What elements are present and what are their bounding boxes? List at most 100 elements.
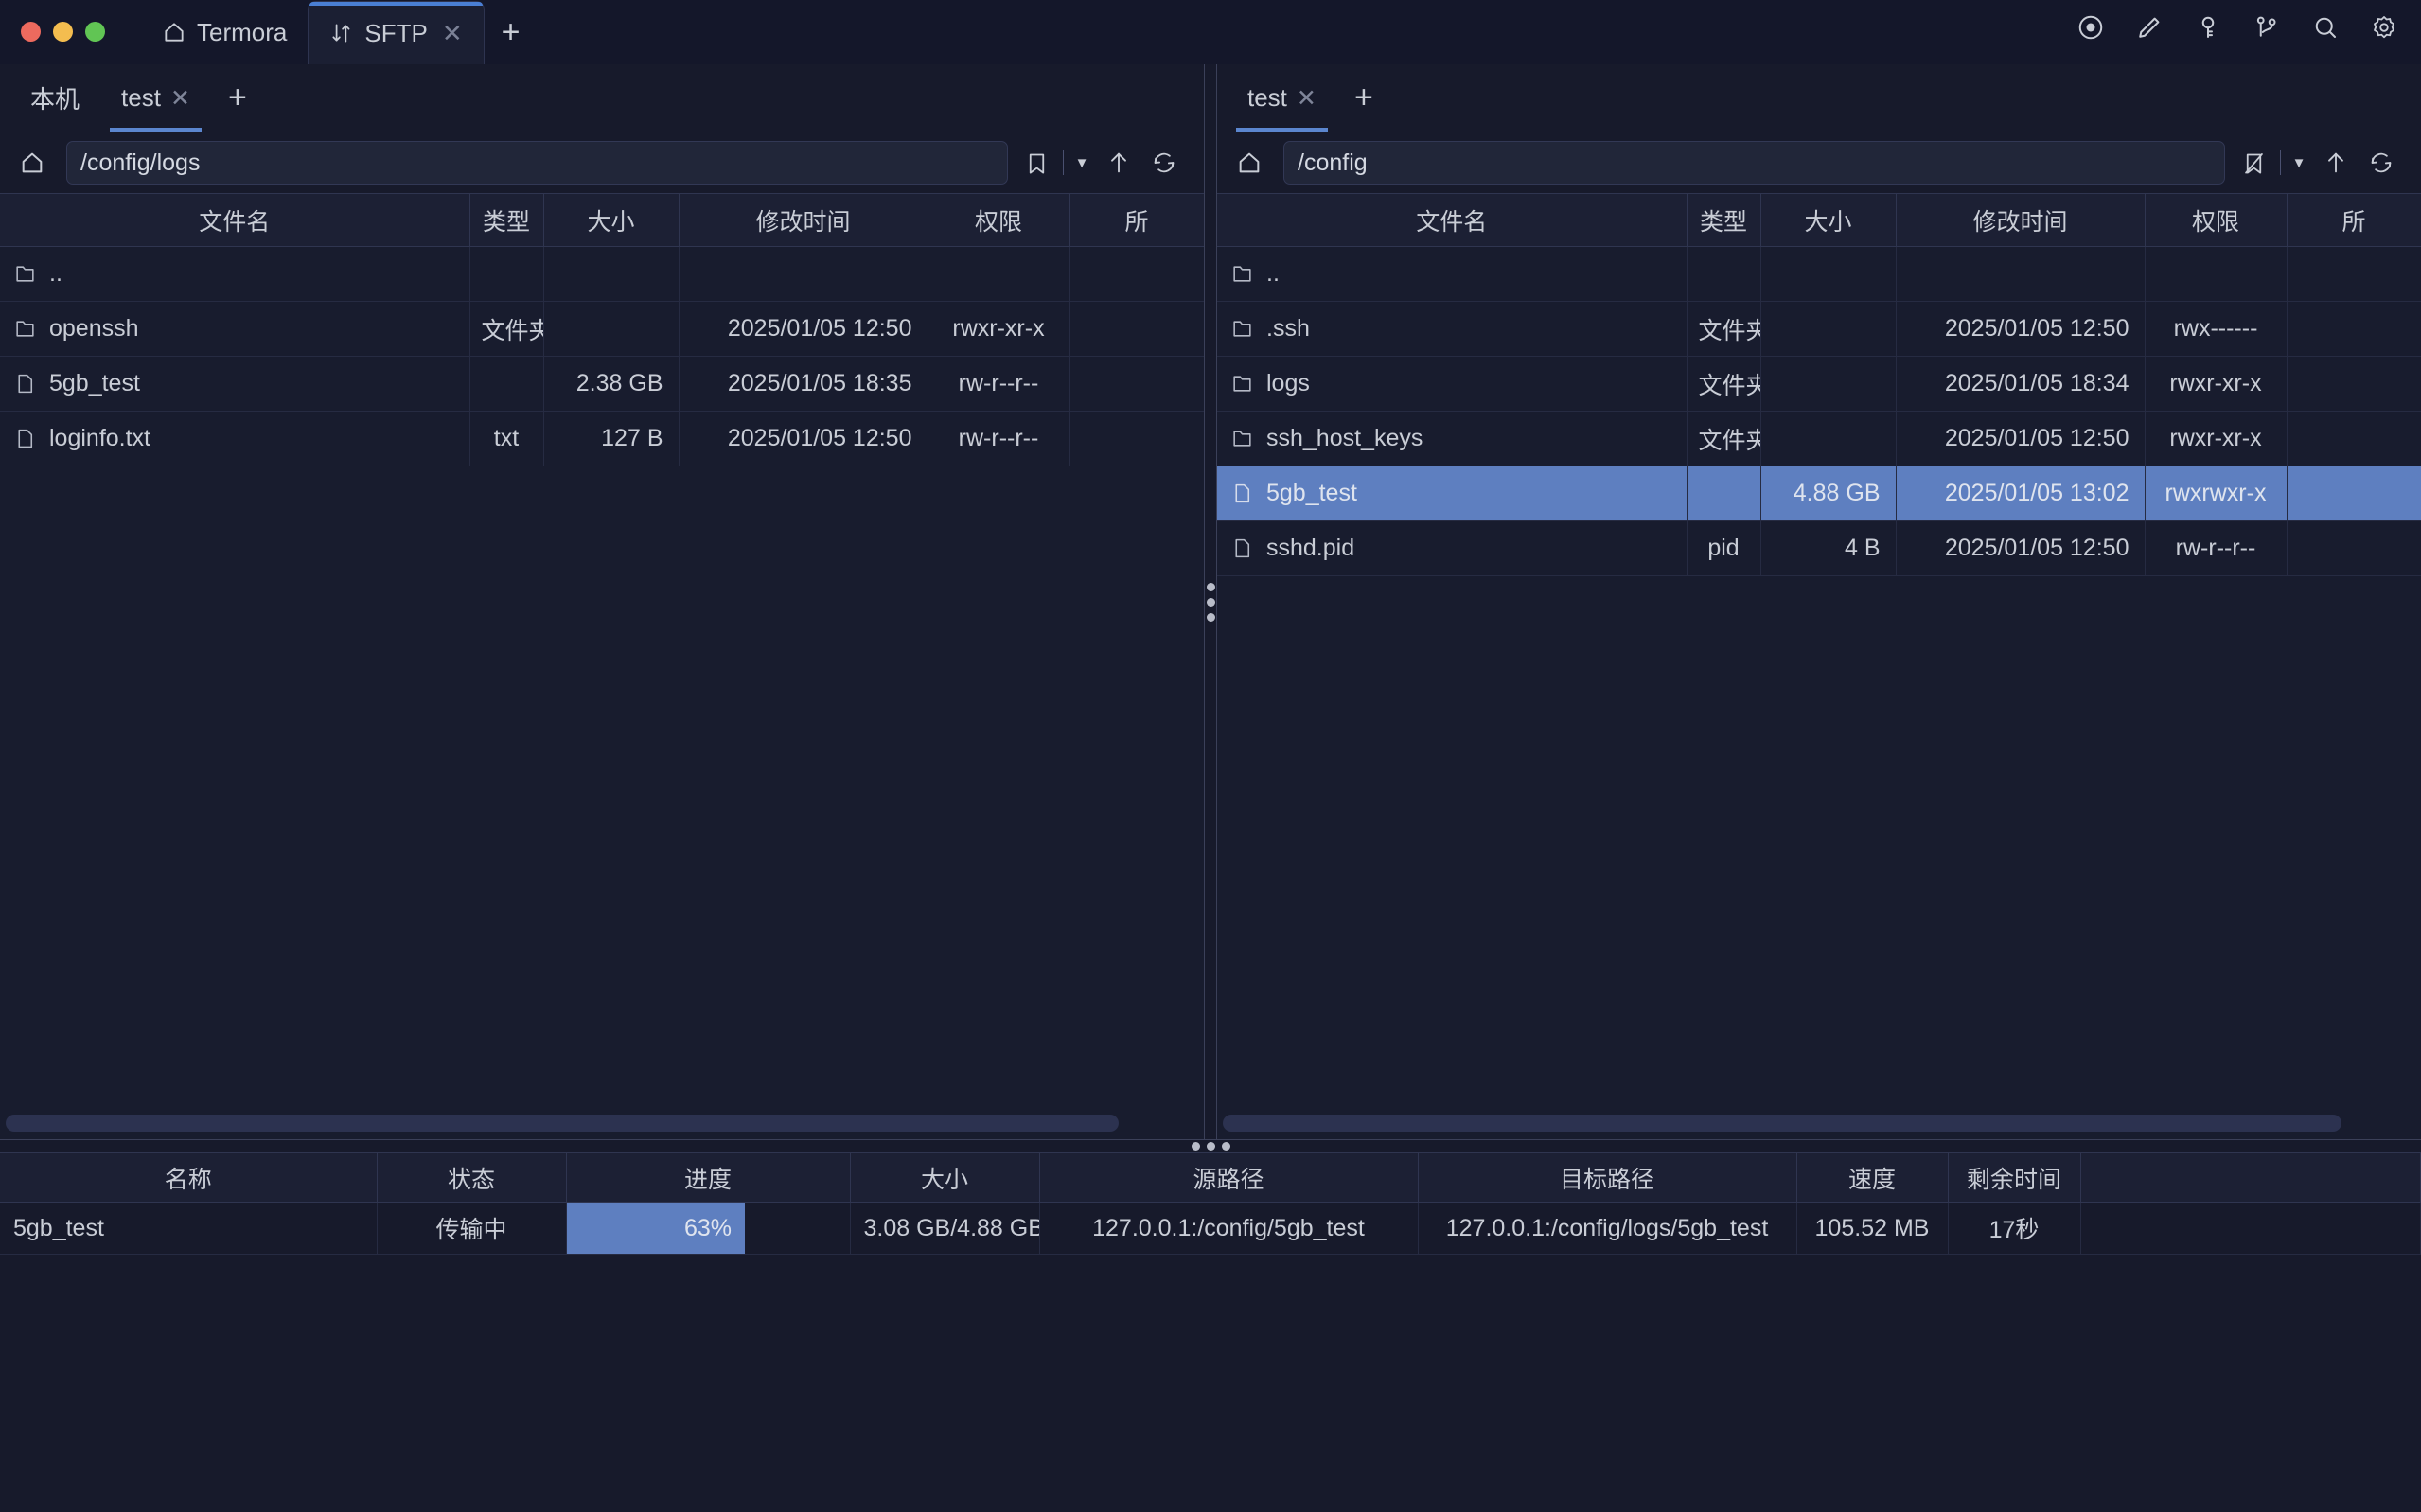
bookmark-icon[interactable] <box>1014 140 1059 185</box>
window-tab-sftp[interactable]: SFTP ✕ <box>308 1 485 64</box>
table-row[interactable]: ssh_host_keys 文件夹 2025/01/05 12:50 rwxr-… <box>1217 411 2421 466</box>
close-icon[interactable]: ✕ <box>441 18 463 47</box>
pencil-icon[interactable] <box>2135 13 2164 42</box>
right-path-input[interactable]: /config <box>1283 141 2225 185</box>
divider <box>1063 150 1064 175</box>
cell-size <box>1760 356 1897 412</box>
cell-modified: 2025/01/05 18:34 <box>1896 356 2146 412</box>
folder-icon <box>1230 317 1254 341</box>
left-tab-local[interactable]: 本机 <box>9 64 100 132</box>
table-row[interactable]: .. <box>0 246 1204 302</box>
col-header-remaining[interactable]: 剩余时间 <box>1948 1152 2081 1203</box>
col-header-size[interactable]: 大小 <box>850 1152 1040 1203</box>
col-header-permissions[interactable]: 权限 <box>2145 193 2288 247</box>
col-header-filename[interactable]: 文件名 <box>1217 193 1688 247</box>
panel-splitter-handle[interactable] <box>1204 64 1217 1139</box>
cell-filename: 5gb_test <box>1266 480 1357 506</box>
left-path-input[interactable]: /config/logs <box>66 141 1008 185</box>
close-window-button[interactable] <box>21 22 41 42</box>
col-header-owner[interactable]: 所 <box>2287 193 2421 247</box>
file-icon <box>13 372 37 396</box>
cell-permissions: rwxr-xr-x <box>2145 356 2288 412</box>
refresh-icon[interactable] <box>1141 140 1187 185</box>
cell-filename: openssh <box>49 315 139 342</box>
cell-owner <box>2287 466 2421 521</box>
titlebar-actions <box>2076 13 2421 64</box>
record-icon[interactable] <box>2076 13 2105 42</box>
col-header-speed[interactable]: 速度 <box>1796 1152 1949 1203</box>
bottom-splitter-handle[interactable] <box>0 1139 2421 1152</box>
cell-filename: ssh_host_keys <box>1266 425 1423 451</box>
home-icon[interactable] <box>8 138 57 187</box>
window-tab-label: SFTP <box>364 18 428 47</box>
col-header-size[interactable]: 大小 <box>543 193 680 247</box>
refresh-icon[interactable] <box>2359 140 2404 185</box>
transfer-row[interactable]: 5gb_test 传输中 63% 3.08 GB/4.88 GB 127.0.0… <box>0 1202 2421 1255</box>
table-row[interactable]: sshd.pid pid 4 B 2025/01/05 12:50 rw-r--… <box>1217 520 2421 576</box>
table-row[interactable]: 5gb_test 2.38 GB 2025/01/05 18:35 rw-r--… <box>0 356 1204 412</box>
col-header-source[interactable]: 源路径 <box>1039 1152 1419 1203</box>
transfer-status: 传输中 <box>377 1202 567 1255</box>
col-header-filler <box>2080 1152 2421 1203</box>
col-header-size[interactable]: 大小 <box>1760 193 1897 247</box>
transfer-source-path: 127.0.0.1:/config/5gb_test <box>1039 1202 1419 1255</box>
cell-filename: 5gb_test <box>49 370 140 396</box>
search-icon[interactable] <box>2311 13 2340 42</box>
gear-icon[interactable] <box>2370 13 2398 42</box>
left-add-tab-button[interactable]: + <box>211 64 264 132</box>
right-tab-test[interactable]: test ✕ <box>1227 64 1337 132</box>
table-row[interactable]: openssh 文件夹 2025/01/05 12:50 rwxr-xr-x <box>0 301 1204 357</box>
cell-owner <box>1069 246 1204 302</box>
file-icon <box>13 427 37 450</box>
left-path-value: /config/logs <box>80 149 201 176</box>
table-row[interactable]: .. <box>1217 246 2421 302</box>
col-header-name[interactable]: 名称 <box>0 1152 378 1203</box>
transfer-name: 5gb_test <box>0 1202 378 1255</box>
col-header-owner[interactable]: 所 <box>1069 193 1204 247</box>
cell-type <box>469 246 544 302</box>
col-header-type[interactable]: 类型 <box>469 193 544 247</box>
transfer-header-row: 名称 状态 进度 大小 源路径 目标路径 速度 剩余时间 <box>0 1152 2421 1203</box>
col-header-status[interactable]: 状态 <box>377 1152 567 1203</box>
window-tab-termora[interactable]: Termora <box>141 0 308 64</box>
right-add-tab-button[interactable]: + <box>1337 64 1390 132</box>
cell-owner <box>2287 301 2421 357</box>
right-horizontal-scrollbar[interactable] <box>1223 1115 2341 1132</box>
up-arrow-icon[interactable] <box>2313 140 2359 185</box>
close-icon[interactable]: ✕ <box>169 84 190 112</box>
folder-icon <box>1230 262 1254 286</box>
cell-size: 127 B <box>543 411 680 466</box>
bookmark-off-icon[interactable] <box>2231 140 2276 185</box>
col-header-modified[interactable]: 修改时间 <box>1896 193 2146 247</box>
table-row[interactable]: logs 文件夹 2025/01/05 18:34 rwxr-xr-x <box>1217 356 2421 412</box>
home-icon[interactable] <box>1225 138 1274 187</box>
table-row[interactable]: loginfo.txt txt 127 B 2025/01/05 12:50 r… <box>0 411 1204 466</box>
git-branch-icon[interactable] <box>2253 13 2281 42</box>
right-path-actions: ▼ <box>2231 140 2413 185</box>
col-header-filename[interactable]: 文件名 <box>0 193 470 247</box>
col-header-modified[interactable]: 修改时间 <box>679 193 928 247</box>
key-icon[interactable] <box>2194 13 2222 42</box>
chevron-down-icon[interactable]: ▼ <box>1074 154 1089 171</box>
col-header-target[interactable]: 目标路径 <box>1418 1152 1797 1203</box>
col-header-type[interactable]: 类型 <box>1687 193 1761 247</box>
cell-permissions <box>2145 246 2288 302</box>
up-arrow-icon[interactable] <box>1096 140 1141 185</box>
col-header-progress[interactable]: 进度 <box>566 1152 851 1203</box>
table-row-selected[interactable]: 5gb_test 4.88 GB 2025/01/05 13:02 rwxrwx… <box>1217 466 2421 521</box>
minimize-window-button[interactable] <box>53 22 73 42</box>
col-header-permissions[interactable]: 权限 <box>928 193 1070 247</box>
left-tab-test[interactable]: test ✕ <box>100 64 211 132</box>
cell-size: 2.38 GB <box>543 356 680 412</box>
cell-permissions: rw-r--r-- <box>928 411 1070 466</box>
chevron-down-icon[interactable]: ▼ <box>2291 154 2306 171</box>
table-row[interactable]: .ssh 文件夹 2025/01/05 12:50 rwx------ <box>1217 301 2421 357</box>
cell-filename: sshd.pid <box>1266 535 1355 561</box>
new-window-tab-button[interactable]: + <box>485 0 538 64</box>
cell-size <box>1760 246 1897 302</box>
left-horizontal-scrollbar[interactable] <box>6 1115 1119 1132</box>
grip-dots-icon <box>1206 582 1215 622</box>
folder-icon <box>13 317 37 341</box>
maximize-window-button[interactable] <box>85 22 105 42</box>
close-icon[interactable]: ✕ <box>1296 84 1317 112</box>
